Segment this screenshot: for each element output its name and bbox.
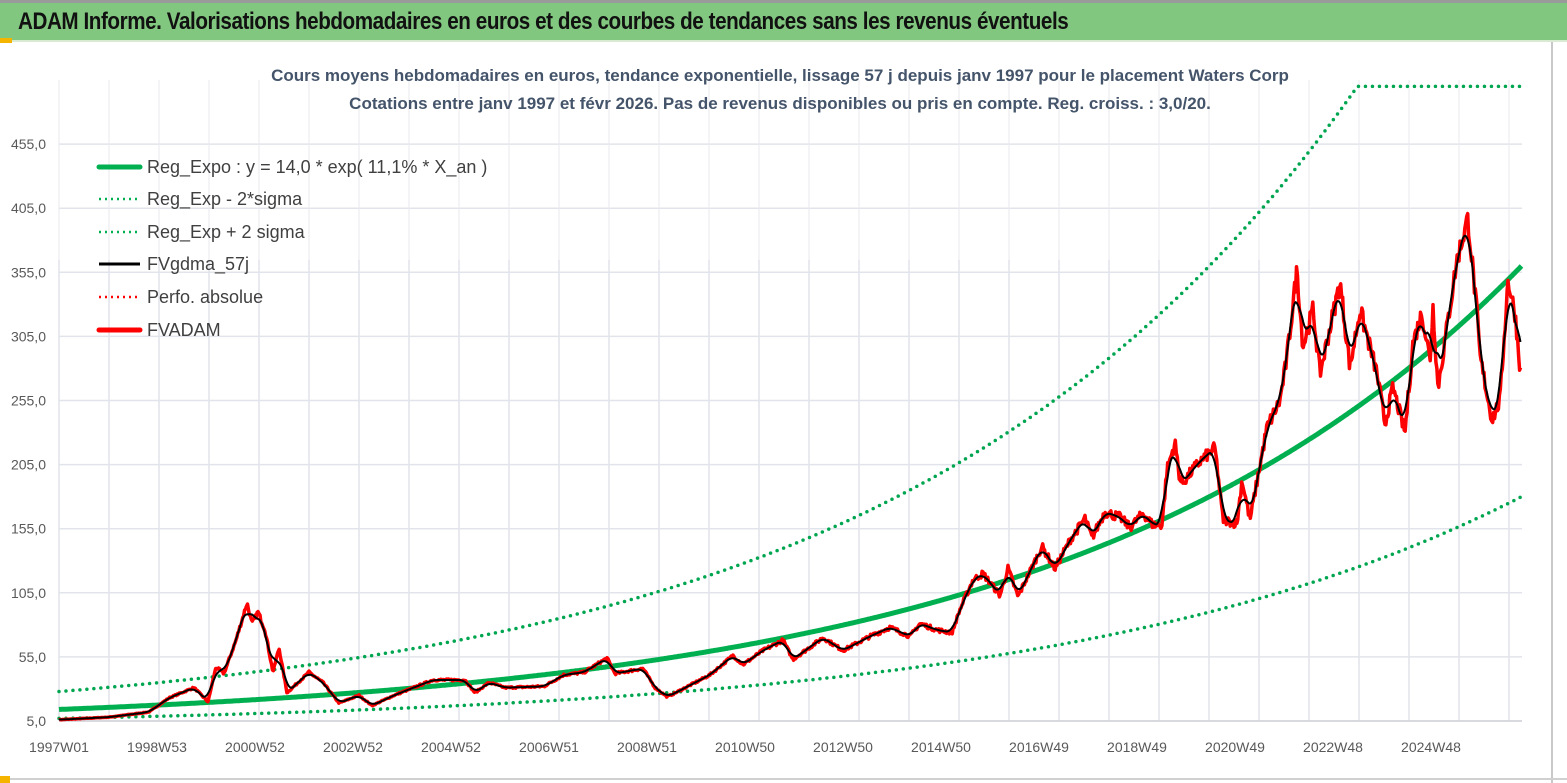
legend-label: Reg_Exp + 2 sigma [147,222,306,243]
legend-label: Perfo. absolue [147,287,263,307]
x-tick-label: 2024W48 [1401,739,1461,755]
x-tick-label: 2008W51 [617,739,677,755]
legend-label: FVADAM [147,320,221,340]
y-tick-label: 405,0 [11,200,46,216]
y-tick-label: 155,0 [11,521,46,537]
x-axis: 1997W01 1998W53 2000W52 2002W52 2004W52 2006W… [29,739,1461,755]
y-tick-label: 355,0 [11,264,46,280]
x-tick-label: 2002W52 [323,739,383,755]
legend-label: Reg_Exp - 2*sigma [147,189,303,210]
top-border [0,0,1567,3]
page-title: ADAM Informe. Valorisations hebdomadaire… [18,8,1069,35]
reg-expo-line [58,264,1524,712]
legend-label: Reg_Expo : y = 14,0 * exp( 11,1% * X_an … [147,157,487,178]
chart-title: Cours moyens hebdomadaires en euros, ten… [271,66,1289,85]
x-tick-label: 2014W50 [911,739,971,755]
chart-subtitle: Cotations entre janv 1997 et févr 2026. … [349,94,1211,113]
x-tick-label: 2022W48 [1303,739,1363,755]
fvadam-line [58,211,1523,722]
x-tick-label: 2010W50 [715,739,775,755]
y-tick-label: 5,0 [27,713,47,729]
reg-exp-plus-2-sigma-line [57,84,1524,694]
reg-exp-minus-2-sigma-line [57,494,1524,721]
legend-label: FVgdma_57j [147,254,249,275]
y-tick-label: 105,0 [11,585,46,601]
x-tick-label: 2004W52 [421,739,481,755]
x-tick-label: 2006W51 [519,739,579,755]
legend: Reg_Expo : y = 14,0 * exp( 11,1% * X_an … [96,157,487,340]
bottom-border [0,778,1567,780]
y-tick-label: 55,0 [19,649,46,665]
corner-marker-bottom [0,776,10,783]
title-bar: ADAM Informe. Valorisations hebdomadaire… [0,3,1567,42]
x-tick-label: 2000W52 [225,739,285,755]
x-tick-label: 2018W49 [1107,739,1167,755]
corner-marker [0,38,12,43]
x-tick-label: 2016W49 [1009,739,1069,755]
y-axis: 5,0 55,0 105,0 155,0 205,0 255,0 305,0 355,0 405… [11,136,46,729]
fvgdma-57j-line [58,234,1522,721]
y-tick-label: 255,0 [11,393,46,409]
x-tick-label: 2012W50 [813,739,873,755]
y-tick-label: 305,0 [11,328,46,344]
right-border [1551,42,1553,783]
series [57,84,1524,722]
x-tick-label: 1997W01 [29,739,89,755]
x-tick-label: 1998W53 [127,739,187,755]
x-tick-label: 2020W49 [1205,739,1265,755]
y-tick-label: 205,0 [11,457,46,473]
y-tick-label: 455,0 [11,136,46,152]
